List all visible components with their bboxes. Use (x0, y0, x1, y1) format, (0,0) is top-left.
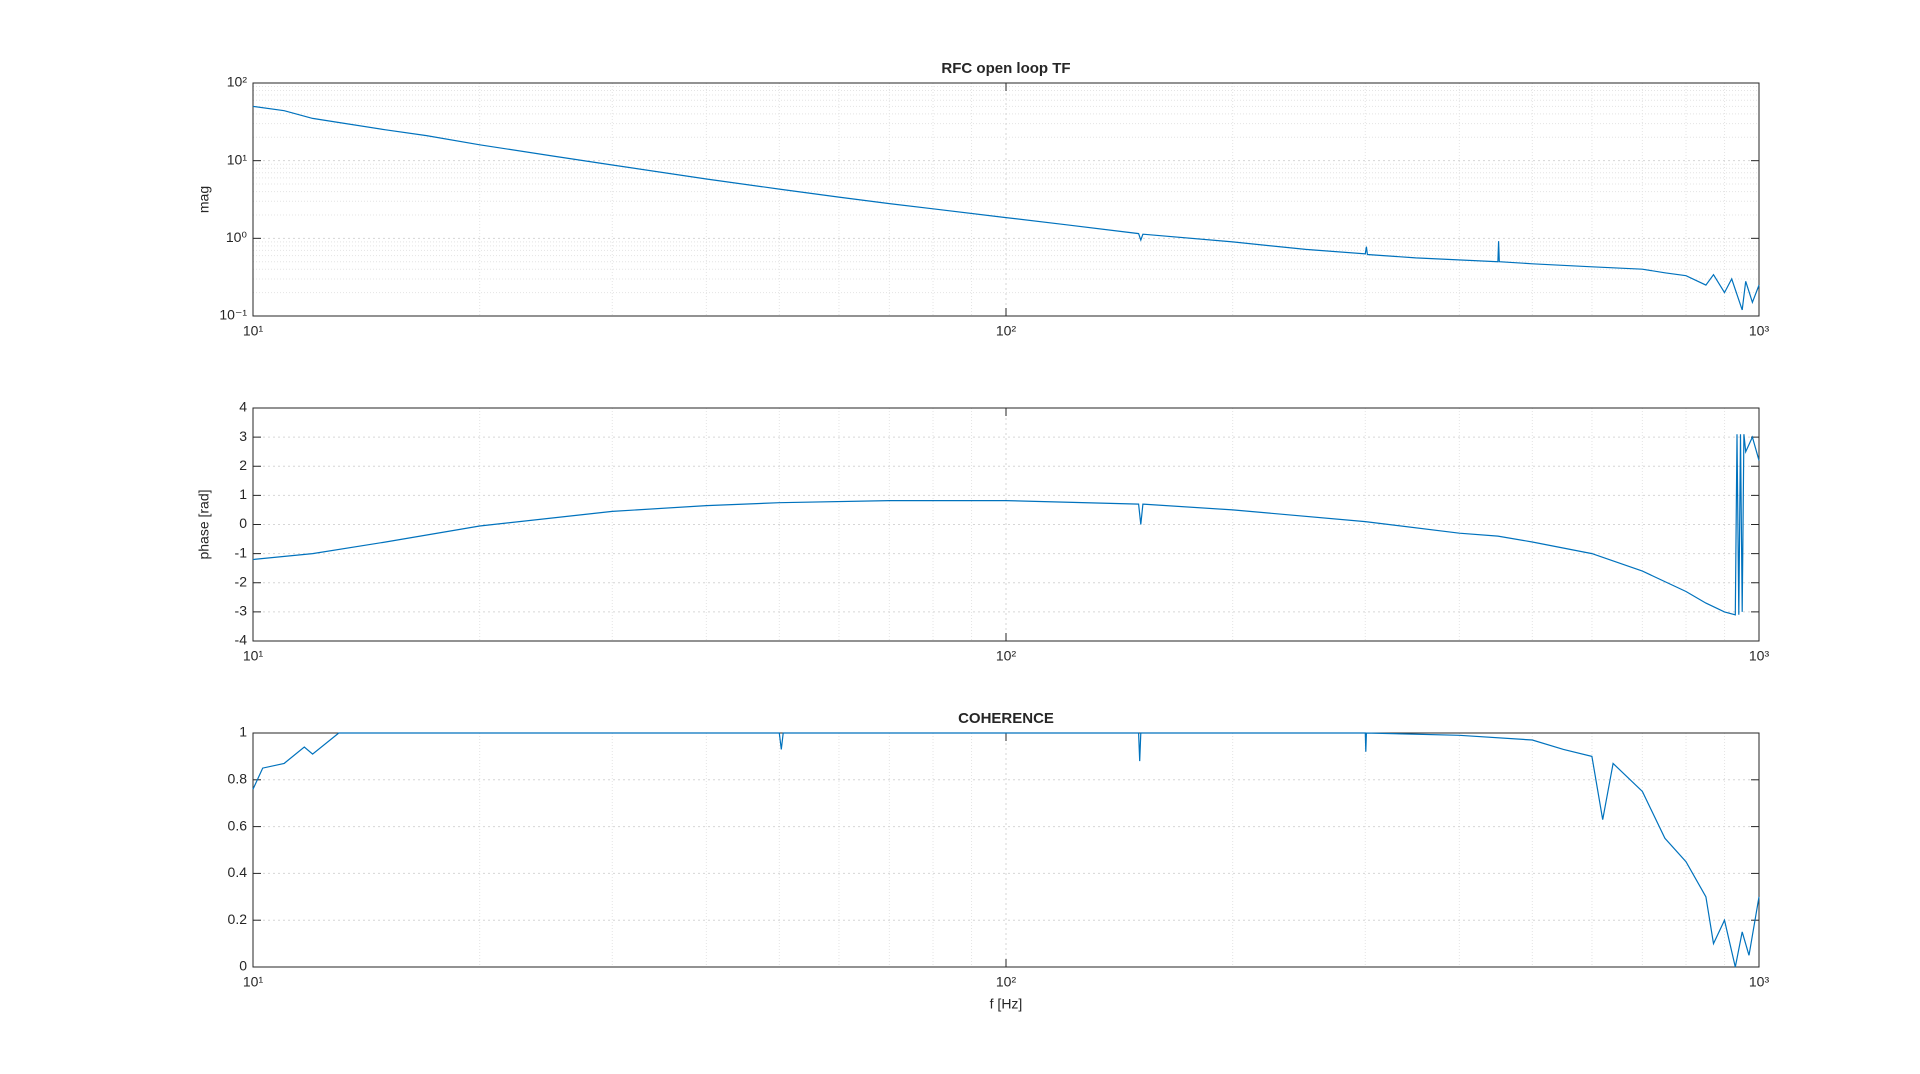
y-axis-label: mag (196, 186, 212, 213)
data-line (252, 732, 1760, 968)
y-tick-label: 4 (239, 399, 247, 415)
chart-title: COHERENCE (958, 710, 1054, 727)
x-tick-label: 10² (996, 323, 1017, 339)
y-tick-label: 1 (239, 486, 247, 502)
y-tick-label: 10² (227, 74, 248, 90)
x-tick-label: 10¹ (243, 648, 264, 664)
y-tick-label: 10⁰ (226, 229, 248, 245)
y-tick-label: 0.2 (228, 911, 248, 927)
y-tick-label: -4 (235, 632, 248, 648)
x-tick-label: 10³ (1749, 323, 1770, 339)
x-tick-label: 10³ (1749, 648, 1770, 664)
data-line (252, 434, 1760, 616)
x-tick-label: 10³ (1749, 974, 1770, 990)
y-tick-label: 0 (239, 958, 247, 974)
x-axis-label: f [Hz] (990, 996, 1023, 1012)
y-tick-label: 0.4 (228, 864, 248, 880)
chart-title: RFC open loop TF (941, 60, 1070, 77)
y-tick-label: -1 (235, 544, 248, 560)
axes-box (252, 407, 1760, 642)
y-tick-label: 10⁻¹ (219, 307, 247, 323)
x-tick-label: 10¹ (243, 323, 264, 339)
y-tick-label: 0.8 (228, 771, 248, 787)
x-tick-label: 10¹ (243, 974, 264, 990)
y-tick-label: 1 (239, 724, 247, 740)
y-tick-label: 10¹ (227, 151, 248, 167)
y-tick-label: 0.6 (228, 817, 248, 833)
y-tick-label: 2 (239, 457, 247, 473)
y-tick-label: -2 (235, 573, 248, 589)
y-tick-label: 3 (239, 428, 247, 444)
y-axis-label: phase [rad] (196, 489, 212, 559)
axes-box (252, 82, 1760, 317)
x-tick-label: 10² (996, 648, 1017, 664)
data-line (252, 105, 1760, 311)
y-tick-label: 0 (239, 515, 247, 531)
x-tick-label: 10² (996, 974, 1017, 990)
y-tick-label: -3 (235, 603, 248, 619)
